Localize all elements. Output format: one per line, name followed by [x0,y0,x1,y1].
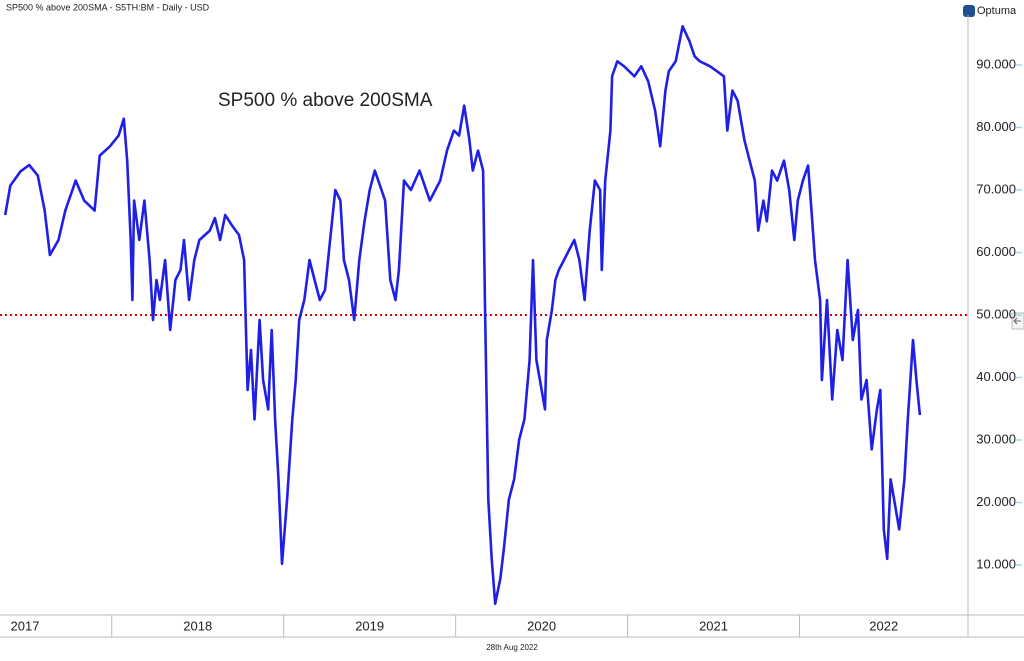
logo-icon [963,5,975,17]
y-tick-label: 50.000 [976,306,1016,321]
y-tick-label: 20.000 [976,494,1016,509]
y-tick-label: 70.000 [976,181,1016,196]
brand-logo: Optuma [963,5,1017,17]
x-tick-label: 2021 [699,618,728,633]
y-tick-label: 90.000 [976,56,1016,71]
scroll-handle[interactable] [1011,312,1024,330]
chart-header: SP500 % above 200SMA - S5TH:BM - Daily -… [6,2,210,12]
y-tick-label: 40.000 [976,369,1016,384]
footer-date: 28th Aug 2022 [486,643,538,652]
y-tick-label: 60.000 [976,244,1016,259]
x-tick-label: 2019 [355,618,384,633]
x-tick-label: 2020 [527,618,556,633]
y-tick-label: 30.000 [976,431,1016,446]
x-tick-label: 2022 [869,618,898,633]
scroll-handle-arrow[interactable] [1013,317,1021,325]
x-tick-label: 2018 [183,618,212,633]
y-tick-label: 10.000 [976,556,1016,571]
y-tick-label: 80.000 [976,119,1016,134]
x-tick-label: 2017 [11,618,40,633]
brand-name: Optuma [977,5,1017,17]
chart-annotation: SP500 % above 200SMA [218,90,433,111]
data-line [3,25,922,606]
